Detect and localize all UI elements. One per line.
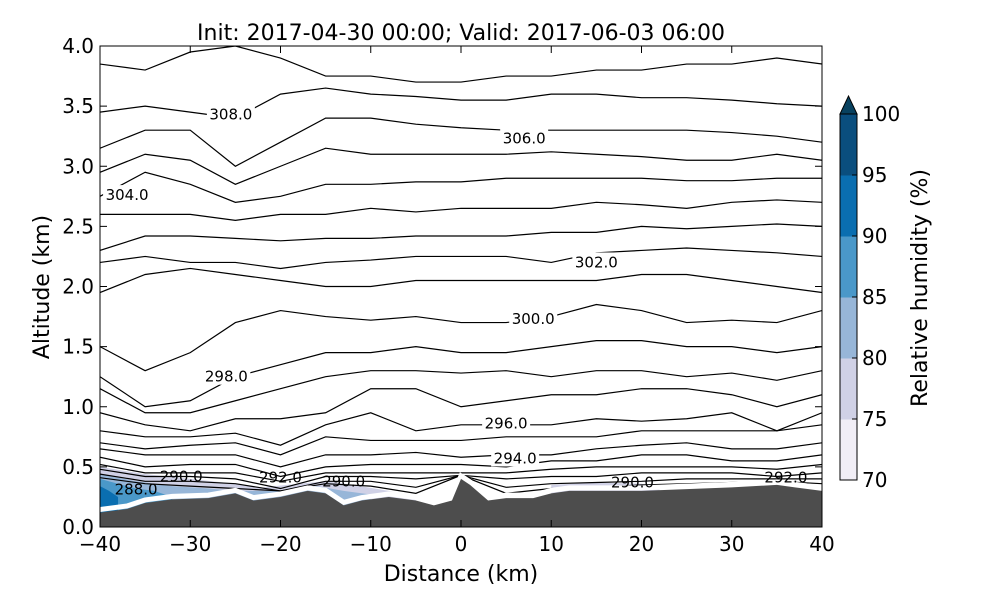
contour-label: 290.0: [322, 472, 365, 490]
terrain-outline: [100, 472, 822, 513]
colorbar: 70 75 80 85 90 95 100: [839, 94, 900, 492]
theta-contour-line: [100, 117, 822, 167]
theta-contour-line: [100, 388, 822, 432]
contour-label: 302.0: [575, 253, 618, 271]
colorbar-band: [840, 358, 857, 420]
contour-label: 296.0: [485, 415, 528, 433]
x-tick-label: 0: [455, 532, 468, 556]
colorbar-band: [840, 419, 857, 481]
chart-title: Init: 2017-04-30 00:00; Valid: 2017-06-0…: [197, 21, 725, 46]
colorbar-band: [840, 175, 857, 237]
theta-contour-line: [100, 247, 822, 270]
theta-contour-line: [100, 454, 822, 478]
y-tick-label: 2.5: [62, 214, 94, 238]
x-tick-label: −10: [350, 532, 392, 556]
y-tick-label: 4.0: [62, 34, 94, 58]
x-tick-label: 30: [719, 532, 744, 556]
y-axis-label: Altitude (km): [30, 215, 55, 359]
theta-contour-line: [100, 303, 822, 372]
colorbar-tick-label: 95: [862, 163, 887, 187]
y-tick-label: 3.5: [62, 94, 94, 118]
theta-contour-line: [100, 46, 822, 83]
theta-contour-line: [100, 370, 822, 414]
colorbar-band: [840, 114, 857, 176]
contour-label: 300.0: [512, 310, 555, 328]
contour-label: 292.0: [259, 469, 302, 487]
contour-label-bg: [103, 185, 152, 204]
colorbar-tick-label: 100: [862, 102, 900, 126]
colorbar-tick-label: 70: [862, 468, 887, 492]
contour-label: 290.0: [160, 467, 203, 485]
y-tick-label: 0.5: [62, 455, 94, 479]
x-tick-label: 10: [539, 532, 564, 556]
theta-contour-line: [100, 442, 822, 468]
contour-label-bg: [491, 448, 540, 467]
contour-label: 308.0: [209, 106, 252, 124]
contour-label: 288.0: [115, 481, 158, 499]
contour-label-bg: [500, 128, 549, 147]
y-tick-label: 1.0: [62, 395, 94, 419]
theta-contour-line: [100, 223, 822, 251]
contour-label-bg: [482, 413, 531, 432]
y-axis: 0.0 0.5 1.0 1.5 2.0 2.5 3.0 3.5 4.0: [62, 34, 822, 539]
contour-label-bg: [202, 366, 251, 385]
colorbar-extend-arrow: [839, 94, 858, 115]
theta-contour-line: [100, 340, 822, 408]
theta-contour-line: [100, 424, 822, 456]
theta-contour-line: [100, 147, 822, 185]
contour-label: 294.0: [494, 449, 537, 467]
contour-layer: [100, 46, 822, 494]
contour-label-layer: 308.0 306.0 304.0 302.0 300.0 298.0 296.0 294.0…: [103, 104, 807, 499]
x-tick-label: −30: [169, 532, 211, 556]
terrain-layer: [100, 472, 822, 527]
y-tick-label: 3.0: [62, 154, 94, 178]
colorbar-band: [840, 297, 857, 359]
contour-label: 298.0: [205, 368, 248, 386]
contour-label-bg: [206, 104, 255, 123]
y-tick-label: 0.0: [62, 515, 94, 539]
theta-contour-line: [100, 267, 822, 294]
contour-label-bg: [509, 308, 558, 327]
colorbar-tick-label: 80: [862, 346, 887, 370]
theta-contour-line: [100, 171, 822, 203]
contour-label: 306.0: [503, 130, 546, 148]
colorbar-tick-label: 90: [862, 224, 887, 248]
x-tick-label: −20: [259, 532, 301, 556]
y-tick-label: 1.5: [62, 335, 94, 359]
theta-contour-line: [100, 199, 822, 221]
theta-contour-line: [100, 412, 822, 446]
x-axis: −40 −30 −20 −10 0 10 20 30 40: [79, 46, 835, 556]
colorbar-label: Relative humidity (%): [908, 169, 933, 407]
contour-label-bg: [572, 252, 621, 271]
x-tick-label: −40: [79, 532, 121, 556]
colorbar-band: [840, 236, 857, 298]
terrain-area: [100, 478, 822, 527]
theta-contour-line: [100, 463, 822, 482]
contour-label: 292.0: [764, 469, 807, 487]
x-tick-label: 40: [809, 532, 834, 556]
colorbar-tick-label: 75: [862, 407, 887, 431]
contour-label: 290.0: [611, 474, 654, 492]
x-axis-label: Distance (km): [384, 562, 539, 587]
colorbar-tick-label: 85: [862, 285, 887, 309]
x-tick-label: 20: [629, 532, 654, 556]
y-tick-label: 2.0: [62, 275, 94, 299]
contour-label: 304.0: [106, 186, 149, 204]
